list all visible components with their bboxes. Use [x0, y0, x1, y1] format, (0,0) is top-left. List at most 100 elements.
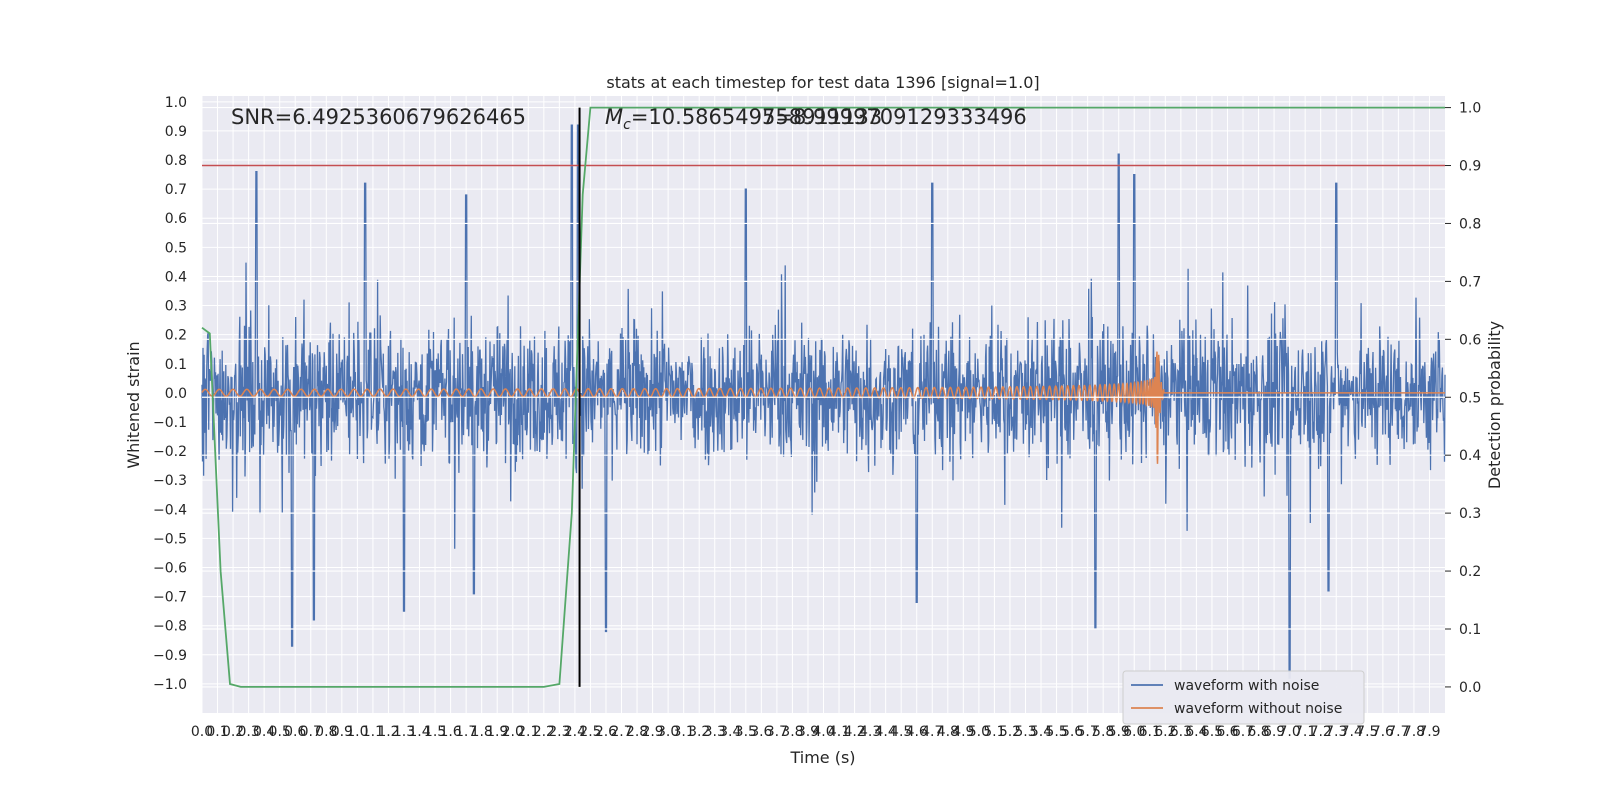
x-tick-label: 7.6	[1372, 724, 1394, 740]
y-tick-label: 0.8	[165, 153, 187, 169]
y2-tick-label: 0.9	[1459, 159, 1481, 175]
x-tick-label: 3.1	[673, 724, 695, 740]
y-tick-label: 0.4	[165, 269, 187, 285]
y-tick-label: −0.2	[153, 444, 187, 460]
x-tick-label: 6.4	[1185, 724, 1207, 740]
y-tick-label: 0.2	[165, 328, 187, 344]
legend-label-clean: waveform without noise	[1174, 701, 1342, 717]
x-tick-label: 5.4	[1030, 724, 1052, 740]
y-axis-ticks: 1.0 0.9 0.8 0.7 0.6 0.5 0.4 0.3 0.2 0.1 0.0 −0.1 −0.…	[153, 95, 187, 693]
x-tick-label: 7.1	[1294, 724, 1316, 740]
x-tick-label: 5.1	[983, 724, 1005, 740]
x-tick-label: 2.1	[517, 724, 539, 740]
y2-tick-label: 0.8	[1459, 216, 1481, 232]
y-tick-label: 0.1	[165, 357, 187, 373]
x-tick-label: 5.8	[1092, 724, 1114, 740]
x-tick-label: 1.7	[455, 724, 477, 740]
x-axis-title: Time (s)	[789, 748, 855, 767]
x-tick-label: 5.7	[1077, 724, 1099, 740]
x-tick-label: 7.4	[1341, 724, 1363, 740]
y2-tick-label: 0.2	[1459, 564, 1481, 580]
y-axis-title: Whitened strain	[124, 341, 143, 468]
y2-axis-title: Detection probability	[1485, 321, 1504, 489]
x-tick-label: 7.9	[1418, 724, 1440, 740]
x-tick-label: 2.8	[626, 724, 648, 740]
x-tick-label: 4.7	[921, 724, 943, 740]
noisy-waveform-line	[201, 124, 1446, 679]
x-tick-label: 5.9	[1108, 724, 1130, 740]
x-tick-label: 7.5	[1356, 724, 1378, 740]
x-tick-label: 6.9	[1263, 724, 1285, 740]
x-tick-label: 3.2	[688, 724, 710, 740]
x-tick-label: 5.3	[1014, 724, 1036, 740]
chirp-mass-subscript: c	[623, 117, 631, 133]
x-tick-label: 4.1	[828, 724, 850, 740]
chirp-mass-annotation: Mc=10.586549758911133	[605, 105, 882, 133]
x-tick-label: 0.3	[237, 724, 259, 740]
x-tick-label: 4.4	[875, 724, 897, 740]
y2-tick-label: 0.6	[1459, 332, 1481, 348]
legend: waveform with noise waveform without noi…	[1122, 670, 1365, 725]
legend-box	[1122, 670, 1365, 725]
legend-label-noisy: waveform with noise	[1174, 678, 1319, 694]
x-tick-label: 4.2	[843, 724, 865, 740]
x-tick-label: 3.3	[704, 724, 726, 740]
x-tick-label: 0.2	[222, 724, 244, 740]
x-tick-label: 2.3	[548, 724, 570, 740]
x-tick-label: 4.0	[812, 724, 834, 740]
chart-title: stats at each timestep for test data 139…	[606, 73, 1039, 92]
y2-tick-label: 1.0	[1459, 101, 1481, 117]
x-tick-label: 3.5	[735, 724, 757, 740]
y2-tick-label: 0.3	[1459, 506, 1481, 522]
x-tick-label: 6.3	[1170, 724, 1192, 740]
x-tick-label: 3.8	[781, 724, 803, 740]
chirp-mass-value: =10.586549758911133	[631, 105, 882, 129]
x-tick-label: 1.4	[408, 724, 430, 740]
y-tick-label: −0.9	[153, 648, 187, 664]
chirp-mass-symbol: M	[605, 105, 623, 129]
x-tick-label: 6.1	[1139, 724, 1161, 740]
y-tick-label: −0.7	[153, 590, 187, 606]
secondary-y-axis-ticks: 1.0 0.9 0.8 0.7 0.6 0.5 0.4 0.3 0.2 0.1 0.0	[1445, 101, 1481, 696]
x-tick-label: 1.3	[393, 724, 415, 740]
x-tick-label: 0.8	[315, 724, 337, 740]
y-tick-label: −0.4	[153, 502, 187, 518]
y2-tick-label: 0.1	[1459, 622, 1481, 638]
y-tick-label: 0.5	[165, 240, 187, 256]
x-tick-label: 2.6	[595, 724, 617, 740]
x-tick-label: 6.8	[1247, 724, 1269, 740]
x-tick-label: 0.7	[300, 724, 322, 740]
x-tick-label: 2.0	[502, 724, 524, 740]
x-tick-label: 0.4	[253, 724, 275, 740]
x-tick-label: 4.5	[890, 724, 912, 740]
x-tick-label: 4.3	[859, 724, 881, 740]
x-tick-label: 0.1	[206, 724, 228, 740]
x-tick-label: 1.0	[346, 724, 368, 740]
x-tick-label: 4.8	[937, 724, 959, 740]
y2-tick-label: 0.4	[1459, 448, 1481, 464]
x-tick-label: 3.9	[797, 724, 819, 740]
x-tick-label: 2.4	[564, 724, 586, 740]
x-tick-label: 5.0	[968, 724, 990, 740]
overlapping-annotation: 5=8.9999709129333496	[762, 105, 1027, 129]
noisy-waveform-series	[201, 124, 1446, 679]
y-tick-label: 0.7	[165, 182, 187, 198]
x-tick-label: 6.5	[1201, 724, 1223, 740]
y-tick-label: 1.0	[165, 95, 187, 111]
x-tick-label: 6.6	[1216, 724, 1238, 740]
x-tick-label: 7.7	[1387, 724, 1409, 740]
x-tick-label: 5.5	[1045, 724, 1067, 740]
x-tick-label: 7.8	[1403, 724, 1425, 740]
y-tick-label: −0.1	[153, 415, 187, 431]
x-tick-label: 1.9	[486, 724, 508, 740]
x-tick-label: 1.5	[424, 724, 446, 740]
y-tick-label: 0.0	[165, 386, 187, 402]
x-tick-label: 5.2	[999, 724, 1021, 740]
x-tick-label: 2.2	[533, 724, 555, 740]
y-tick-label: −0.6	[153, 560, 187, 576]
x-tick-label: 7.3	[1325, 724, 1347, 740]
x-tick-label: 0.9	[331, 724, 353, 740]
x-tick-label: 2.9	[641, 724, 663, 740]
detection-probability-line	[201, 106, 1445, 688]
x-tick-label: 1.6	[439, 724, 461, 740]
